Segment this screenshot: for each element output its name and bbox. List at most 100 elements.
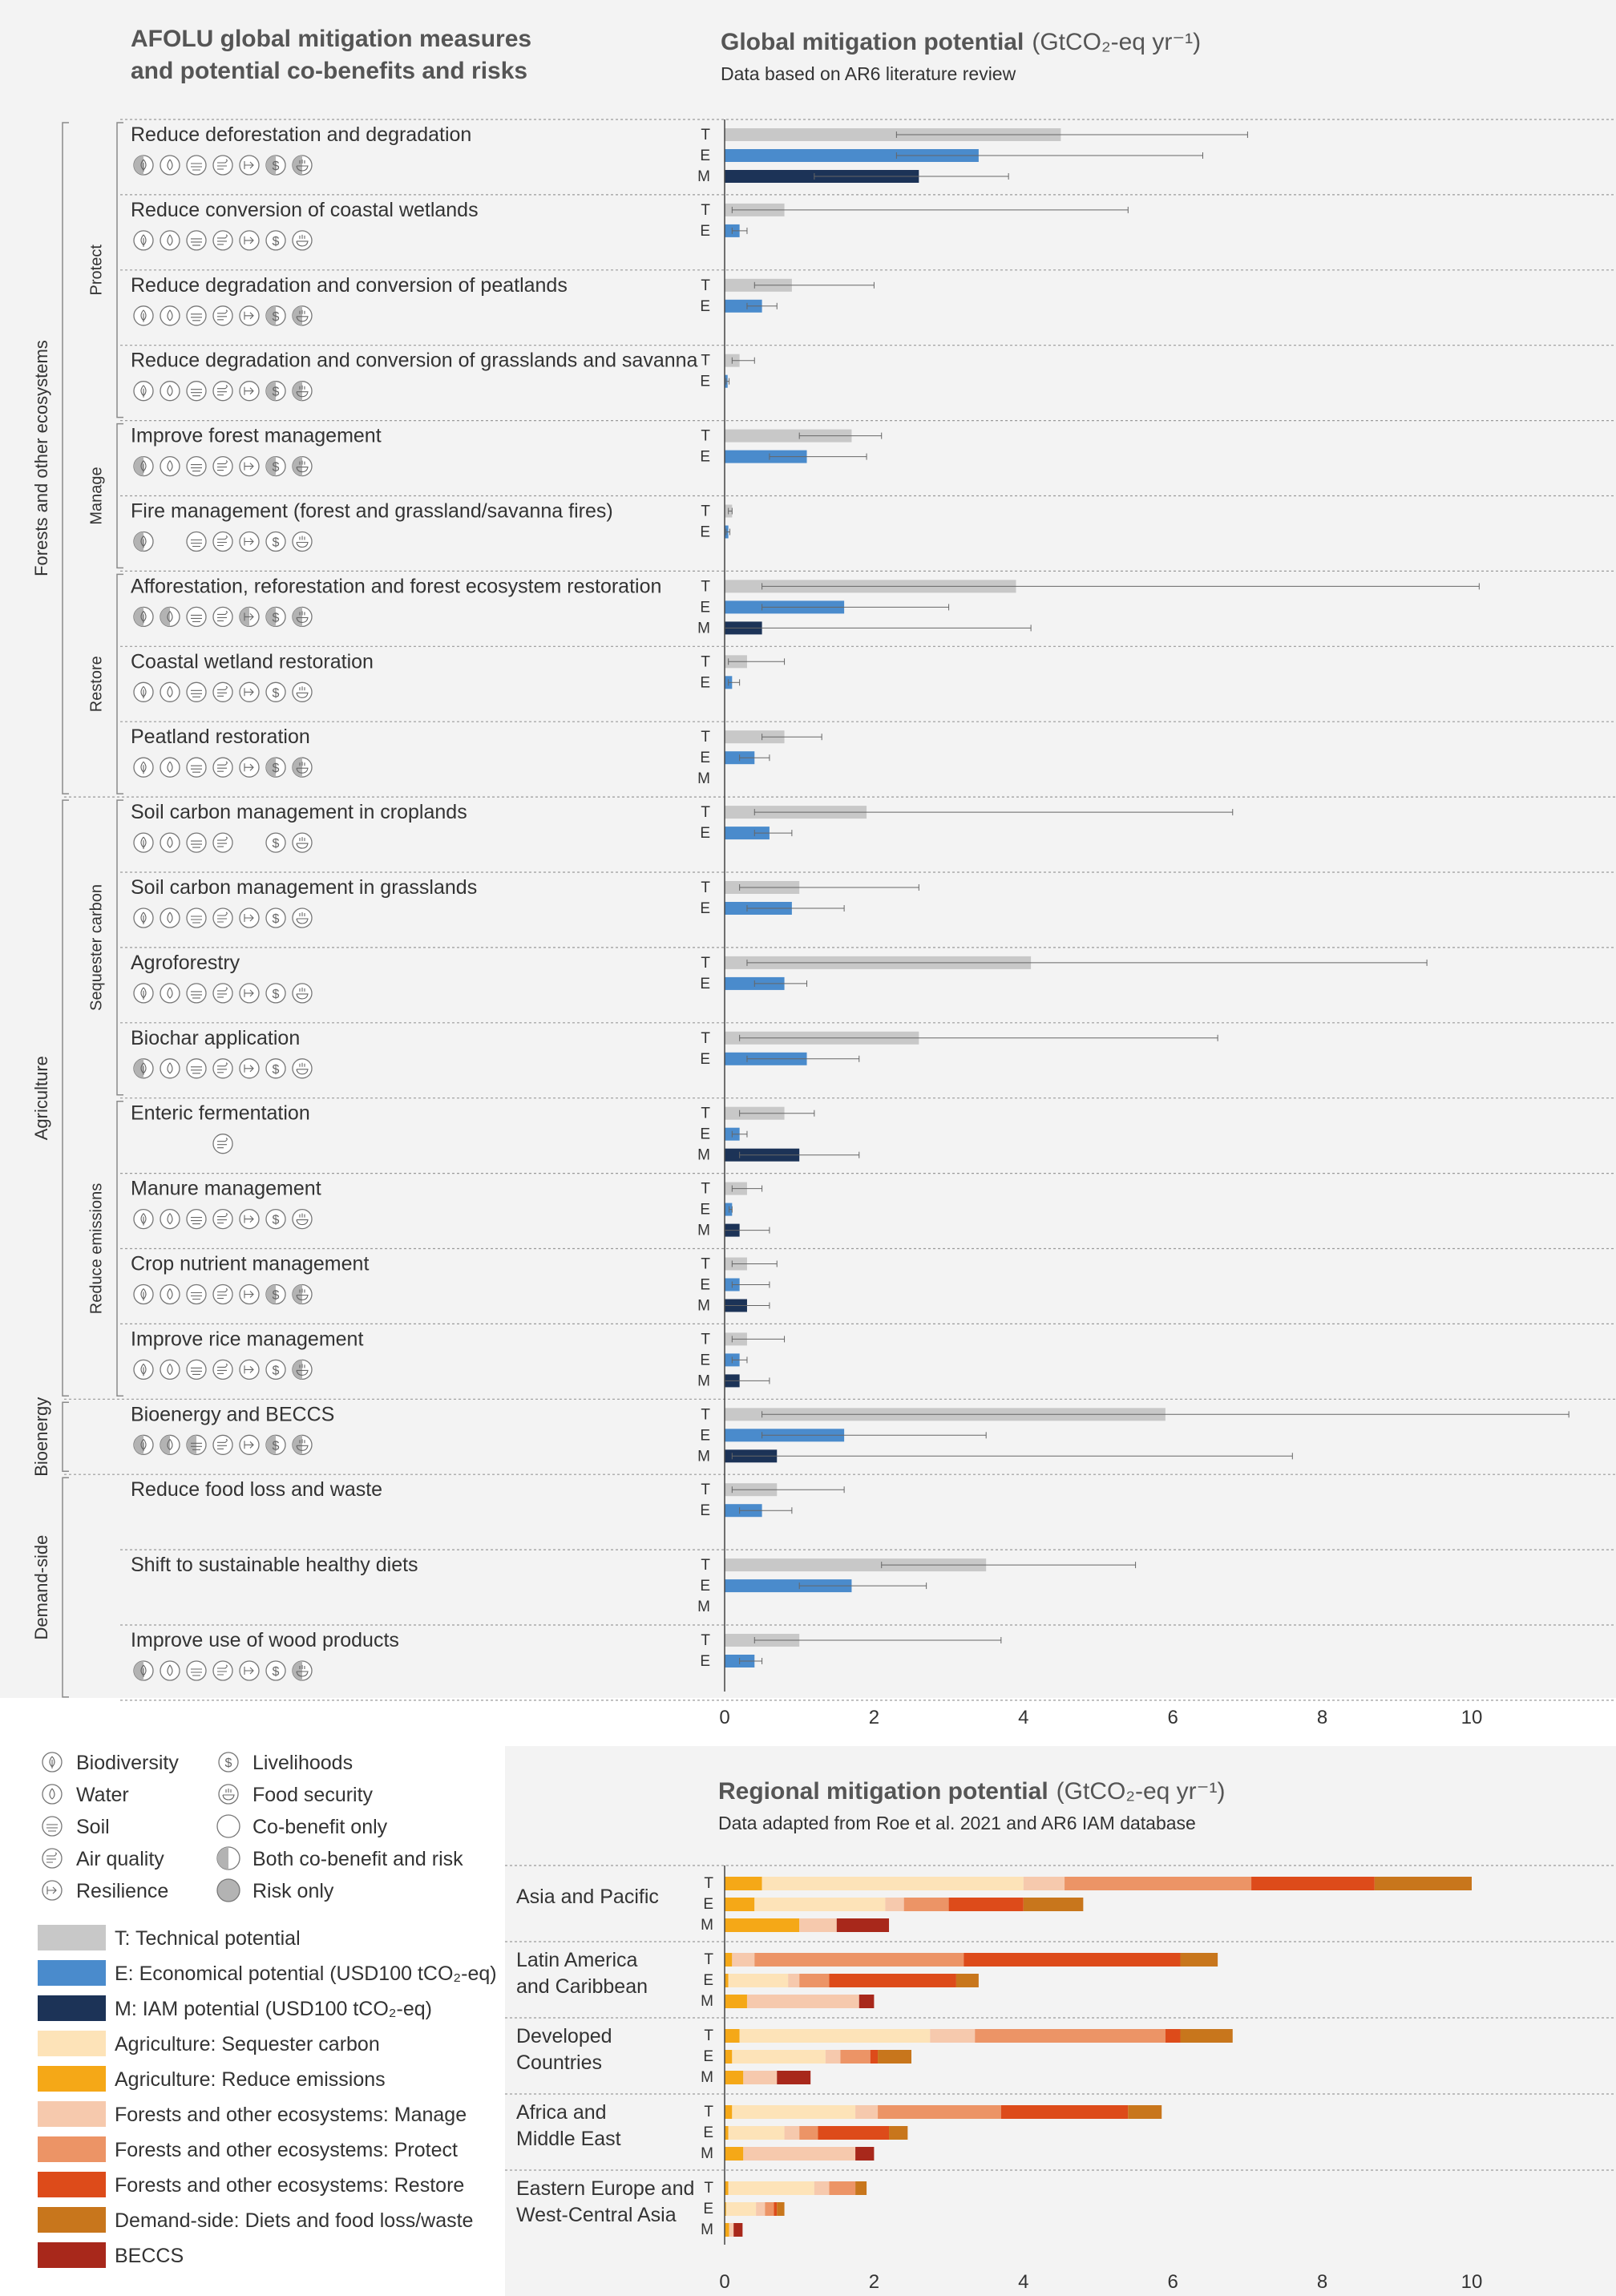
stack-segment-for_restore bbox=[774, 2202, 778, 2216]
glyph bbox=[140, 836, 147, 850]
stack-segment-for_manage bbox=[1023, 1877, 1065, 1890]
soil-icon bbox=[186, 1660, 207, 1681]
stack-segment-for_protect bbox=[878, 2105, 1001, 2119]
water-icon bbox=[160, 155, 180, 176]
legend-label: Food security bbox=[252, 1784, 374, 1806]
glyph bbox=[191, 689, 202, 697]
series-code-E: E bbox=[700, 976, 710, 992]
cobenefit-icons: $ bbox=[133, 531, 313, 552]
bar-T bbox=[725, 730, 785, 744]
both-co-benefit-and-risk-icon bbox=[216, 1846, 240, 1870]
legend-swatch-label: Demand-side: Diets and food loss/waste bbox=[115, 2209, 473, 2232]
glyph bbox=[217, 836, 228, 847]
icon-circle bbox=[186, 907, 207, 928]
sector-bracket bbox=[62, 1477, 69, 1698]
water-icon bbox=[160, 757, 180, 778]
livelihoods-icon: $ bbox=[265, 1058, 286, 1079]
icon-circle bbox=[42, 1848, 63, 1869]
resilience-icon bbox=[239, 1434, 260, 1455]
sector-label: Demand-side bbox=[31, 1535, 51, 1640]
biodiversity-icon bbox=[133, 1660, 154, 1681]
glyph bbox=[296, 762, 309, 774]
icon-circle bbox=[186, 1660, 207, 1681]
glyph bbox=[191, 238, 202, 246]
measure-label: Biochar application bbox=[131, 1027, 300, 1049]
series-code-E: E bbox=[700, 599, 710, 616]
icon-circle bbox=[186, 531, 207, 552]
measure-label: Reduce deforestation and degradation bbox=[131, 123, 471, 146]
measure-label: Soil carbon management in grasslands bbox=[131, 876, 477, 899]
air-icon bbox=[212, 155, 233, 176]
measures-title-line2: and potential co-benefits and risks bbox=[131, 58, 527, 84]
glyph bbox=[140, 385, 147, 398]
legend-swatch-ag_seq bbox=[38, 2031, 106, 2056]
glyph: $ bbox=[273, 1214, 280, 1227]
livelihoods-icon: $ bbox=[265, 230, 286, 251]
air-icon bbox=[212, 531, 233, 552]
food-icon bbox=[292, 983, 313, 1004]
resilience-icon bbox=[239, 907, 260, 928]
series-code-E: E bbox=[703, 2124, 713, 2141]
icon-circle bbox=[186, 983, 207, 1004]
glyph bbox=[244, 1441, 254, 1449]
biodiversity-icon bbox=[133, 381, 154, 402]
measure-label: Reduce food loss and waste bbox=[131, 1478, 382, 1501]
series-code-E: E bbox=[700, 223, 710, 240]
resilience-icon bbox=[239, 381, 260, 402]
glyph bbox=[191, 840, 202, 848]
global-x-tick-label: 8 bbox=[1317, 1707, 1327, 1728]
glyph: $ bbox=[273, 1665, 280, 1679]
stack-segment-for_protect bbox=[840, 2050, 871, 2064]
biodiversity-icon bbox=[133, 1208, 154, 1230]
series-code-T: T bbox=[701, 1030, 710, 1047]
glyph bbox=[296, 837, 309, 849]
biodiversity-icon bbox=[133, 305, 154, 326]
stack-segment-for_protect bbox=[754, 1953, 964, 1967]
stack-segment-ag_red bbox=[725, 2050, 733, 2064]
glyph bbox=[244, 914, 254, 922]
series-code-M: M bbox=[701, 1917, 713, 1934]
glyph bbox=[217, 912, 228, 923]
food-icon bbox=[292, 155, 313, 176]
regional-x-tick-label: 8 bbox=[1317, 2271, 1327, 2293]
livelihoods-icon: $ bbox=[265, 907, 286, 928]
glyph bbox=[296, 460, 309, 473]
biodiversity-icon bbox=[133, 681, 154, 702]
resilience-icon bbox=[239, 681, 260, 702]
glyph bbox=[191, 614, 202, 622]
glyph: $ bbox=[273, 1364, 280, 1377]
series-code-T: T bbox=[701, 1331, 710, 1348]
air-icon bbox=[212, 1134, 233, 1154]
series-code-T: T bbox=[701, 1406, 710, 1423]
glyph bbox=[140, 987, 147, 1000]
icon-half-fill bbox=[217, 1847, 228, 1870]
group-bracket bbox=[116, 122, 123, 418]
resilience-icon bbox=[42, 1880, 63, 1901]
global-x-tick-label: 2 bbox=[869, 1707, 879, 1728]
glyph bbox=[244, 988, 254, 997]
stack-segment-for_manage bbox=[743, 2147, 856, 2161]
legend-swatch-label: Agriculture: Reduce emissions bbox=[115, 2068, 386, 2091]
air-icon bbox=[212, 983, 233, 1004]
icon-circle bbox=[212, 381, 233, 402]
icon-circle bbox=[212, 230, 233, 251]
water-icon bbox=[160, 606, 180, 628]
stack-segment-ag_red bbox=[725, 1918, 800, 1932]
stack-segment-demand bbox=[1128, 2105, 1162, 2119]
icon-circle bbox=[160, 155, 180, 176]
regional-x-tick-label: 10 bbox=[1461, 2271, 1483, 2293]
livelihoods-icon: $ bbox=[265, 1283, 286, 1305]
livelihoods-icon: $ bbox=[265, 305, 286, 326]
stack-segment-ag_red bbox=[725, 2147, 744, 2161]
icon-circle bbox=[212, 531, 233, 552]
soil-icon bbox=[186, 832, 207, 853]
soil-icon bbox=[186, 381, 207, 402]
sector-label: Bioenergy bbox=[31, 1397, 51, 1477]
global-title: Global mitigation potential (GtCO₂-eq yr⁻… bbox=[721, 29, 1201, 55]
food-icon bbox=[292, 832, 313, 853]
glyph bbox=[49, 1788, 55, 1800]
bar-T bbox=[725, 1558, 987, 1572]
resilience-icon bbox=[239, 455, 260, 477]
group-bracket bbox=[116, 799, 123, 1096]
regional-x-tick-label: 2 bbox=[869, 2271, 879, 2293]
